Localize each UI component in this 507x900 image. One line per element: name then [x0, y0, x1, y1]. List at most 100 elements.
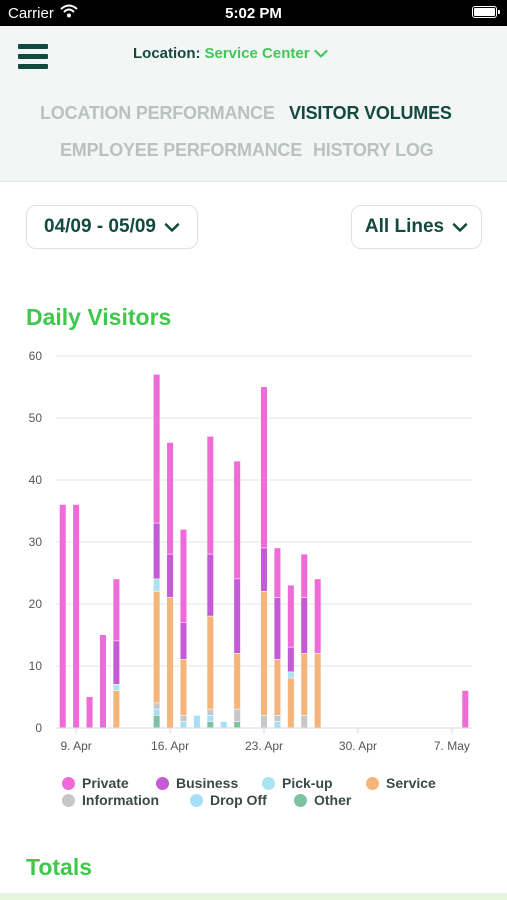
bar-segment-service — [167, 597, 174, 728]
legend-label: Other — [314, 792, 352, 808]
chevron-down-icon — [313, 49, 328, 58]
x-tick-label: 9. Apr — [60, 739, 91, 753]
bar-segment-pick-up — [153, 579, 160, 591]
bar-segment-business — [234, 579, 241, 653]
bar-segment-information — [301, 715, 308, 728]
bar-segment-private — [260, 387, 268, 548]
bar-segment-business — [180, 622, 187, 660]
legend-dot-icon — [62, 793, 75, 807]
legend-item-service[interactable]: Service — [366, 775, 436, 791]
legend-label: Service — [386, 775, 436, 791]
bar-segment-other — [234, 721, 241, 728]
legend-label: Private — [82, 775, 129, 791]
y-tick-label: 30 — [29, 535, 43, 549]
legend-dot-icon — [190, 793, 203, 807]
daily-visitors-title: Daily Visitors — [26, 304, 172, 330]
bar-segment-pick-up — [287, 672, 294, 678]
x-tick-label: 7. May — [434, 739, 470, 753]
bar-segment-private — [274, 548, 281, 598]
bar-segment-private — [59, 504, 66, 728]
chevron-down-icon — [164, 222, 180, 232]
status-bar: Carrier 5:02 PM — [0, 0, 507, 26]
date-range-value: 04/09 - 05/09 — [44, 216, 156, 237]
bar-segment-other — [207, 721, 214, 728]
bar-segment-service — [287, 678, 294, 728]
bar-segment-drop-off — [274, 721, 281, 728]
legend-dot-icon — [62, 776, 75, 790]
y-tick-label: 40 — [29, 473, 43, 487]
lines-value: All Lines — [364, 216, 445, 237]
bar-segment-business — [287, 647, 294, 672]
tab-location-performance[interactable]: LOCATION PERFORMANCE — [40, 103, 275, 123]
legend-label: Drop Off — [210, 792, 267, 808]
totals-title: Totals — [26, 854, 93, 880]
bar-segment-private — [462, 690, 469, 728]
legend-item-other[interactable]: Other — [294, 792, 351, 808]
status-time: 5:02 PM — [225, 5, 282, 22]
bar-segment-business — [207, 554, 214, 616]
bar-segment-information — [260, 715, 268, 728]
bar-segment-service — [153, 591, 160, 703]
bar-segment-drop-off — [220, 721, 227, 728]
legend-dot-icon — [366, 776, 379, 790]
legend-label: Pick-up — [282, 775, 333, 791]
legend-label: Information — [82, 792, 159, 808]
bar-segment-service — [274, 659, 281, 715]
bar-segment-drop-off — [180, 721, 187, 728]
tab-visitor-volumes[interactable]: VISITOR VOLUMES — [289, 103, 452, 123]
bar-segment-drop-off — [193, 715, 200, 728]
app-header: Location: Service Center LOCATION PERFORM… — [0, 26, 507, 182]
location-value[interactable]: Service Center — [204, 45, 310, 62]
tab-history-log[interactable]: HISTORY LOG — [313, 140, 434, 160]
bar-segment-private — [287, 585, 294, 647]
bar-segment-service — [314, 653, 321, 728]
x-tick-label: 23. Apr — [245, 739, 283, 753]
legend-item-private[interactable]: Private — [62, 775, 129, 791]
bar-segment-information — [234, 709, 241, 722]
bar-segment-private — [301, 554, 308, 598]
y-tick-label: 60 — [29, 349, 43, 363]
bar-segment-business — [260, 548, 268, 591]
bar-segment-service — [301, 653, 308, 715]
legend-item-business[interactable]: Business — [156, 775, 238, 791]
bar-segment-private — [180, 529, 187, 622]
wifi-icon — [60, 4, 78, 23]
bar-segment-private — [314, 579, 321, 653]
bar-segment-information — [274, 715, 281, 722]
bar-segment-pick-up — [113, 684, 120, 691]
date-range-dropdown[interactable]: 04/09 - 05/09 — [26, 205, 198, 249]
location-selector[interactable]: Location: Service Center — [133, 45, 328, 62]
bar-segment-private — [99, 635, 106, 728]
bar-segment-private — [113, 579, 120, 641]
bar-segment-business — [301, 597, 308, 653]
bar-segment-information — [180, 715, 187, 722]
legend-label: Business — [176, 775, 239, 791]
hamburger-menu-icon[interactable] — [18, 44, 48, 70]
totals-panel — [0, 893, 507, 900]
legend-dot-icon — [156, 776, 169, 790]
x-tick-label: 30. Apr — [339, 739, 377, 753]
bar-segment-business — [274, 597, 281, 660]
legend-item-drop-off[interactable]: Drop Off — [190, 792, 267, 808]
location-label: Location: — [133, 45, 201, 62]
bar-segment-service — [207, 616, 214, 709]
y-tick-label: 50 — [29, 411, 43, 425]
bar-segment-service — [113, 690, 120, 728]
y-tick-label: 10 — [29, 659, 43, 673]
legend-item-pick-up[interactable]: Pick-up — [262, 775, 333, 791]
daily-visitors-chart: 0 10 20 30 40 50 60 9. Apr 16. Apr 23. Apr 30. Apr… — [29, 349, 472, 753]
lines-dropdown[interactable]: All Lines — [351, 205, 482, 249]
tab-employee-performance[interactable]: EMPLOYEE PERFORMANCE — [60, 140, 303, 160]
battery-icon — [472, 6, 500, 18]
bar-segment-information — [207, 709, 214, 715]
bar-segment-private — [153, 374, 160, 523]
legend-item-information[interactable]: Information — [62, 792, 159, 808]
bar-segment-private — [86, 697, 93, 728]
bar-segment-other — [153, 715, 160, 728]
chevron-down-icon — [452, 222, 468, 232]
bar-segment-service — [234, 653, 241, 709]
bar-segment-business — [153, 523, 160, 579]
carrier-label: Carrier — [8, 5, 54, 22]
legend-dot-icon — [294, 793, 307, 807]
bar-segment-private — [167, 442, 174, 554]
